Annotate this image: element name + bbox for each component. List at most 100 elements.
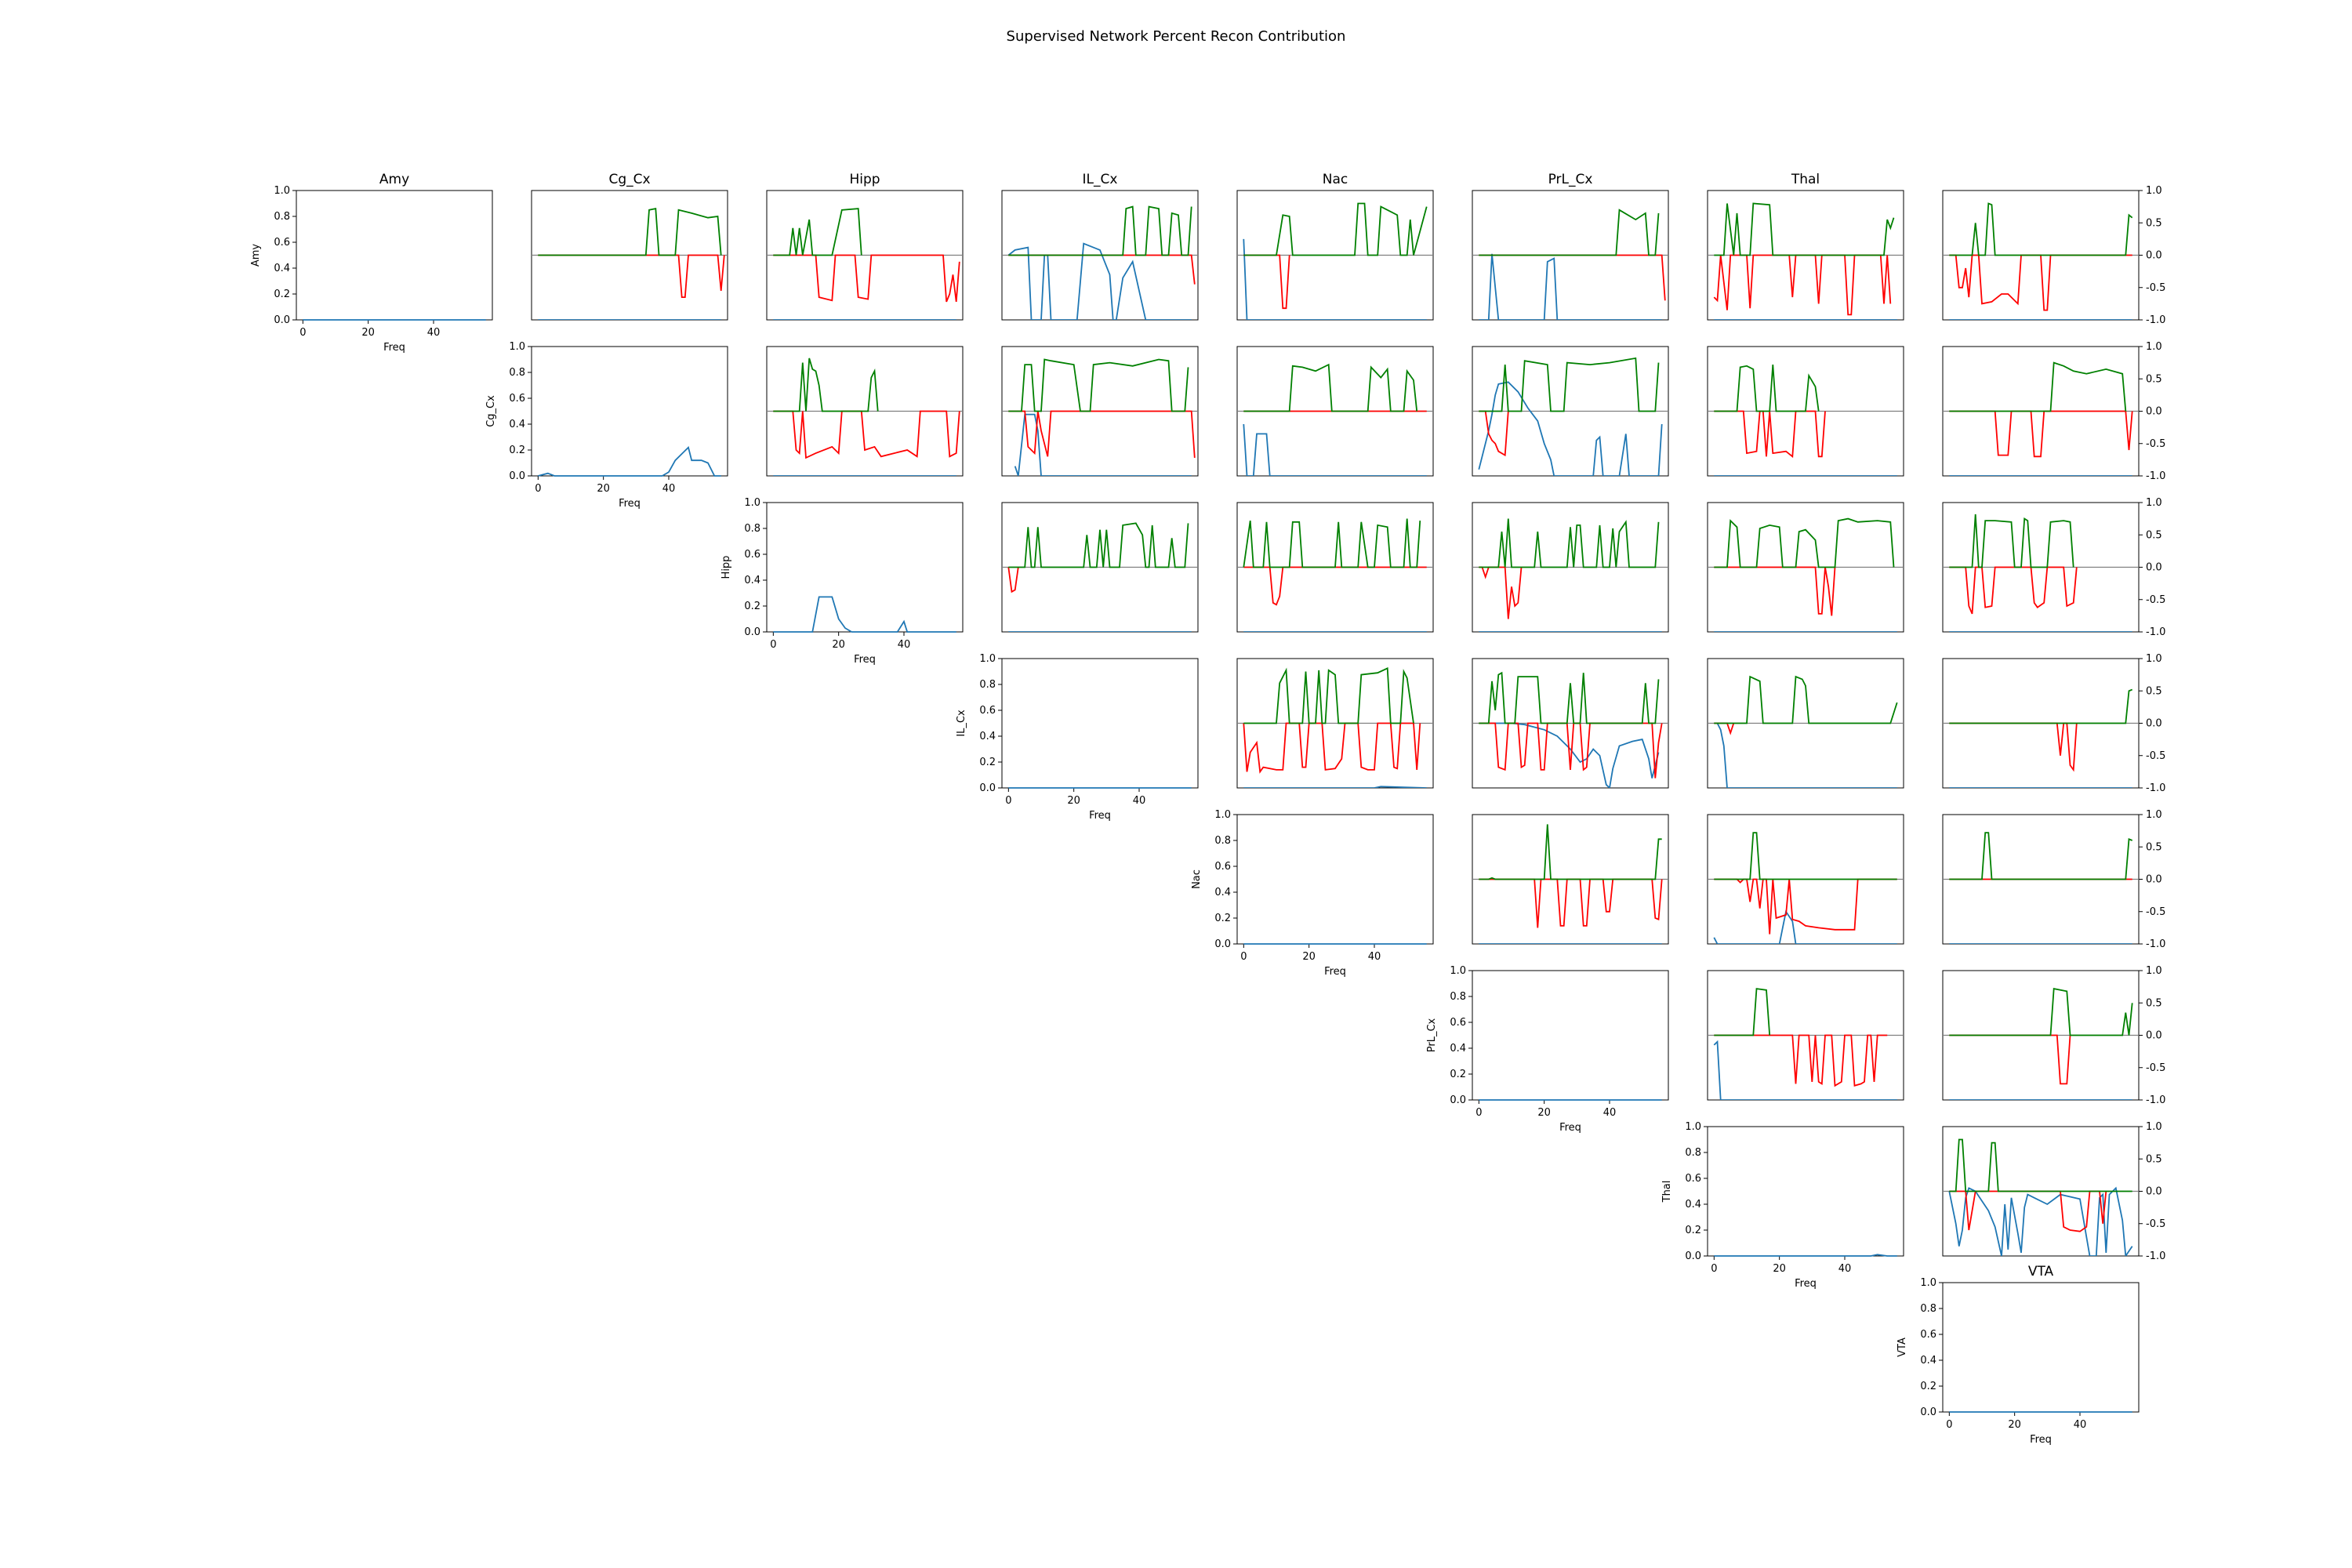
x-tick-label: 40: [662, 483, 676, 495]
right-y-tick-label: 0.5: [2146, 1153, 2162, 1165]
offdiag-panel: [531, 190, 728, 321]
positive-line: [1714, 832, 1897, 880]
right-y-tick-label: -1.0: [2146, 470, 2165, 482]
negative-line: [1949, 254, 2132, 311]
right-y-tick-label: 1.0: [2146, 185, 2162, 197]
offdiag-panel: [1236, 658, 1434, 789]
reference-line: [1243, 423, 1427, 476]
positive-line: [1243, 667, 1414, 724]
y-tick-label: 1.0: [1685, 1121, 1701, 1133]
x-tick-label: 40: [427, 327, 441, 339]
y-tick-label: 0.0: [1685, 1250, 1701, 1262]
diagonal-panel: 0.0 0.2 0.4 0.6 0.8 1.0 0 20 40 Freq VTA: [1896, 1277, 2140, 1446]
offdiag-panel: [1472, 190, 1669, 321]
right-y-tick-label: 1.0: [2146, 341, 2162, 353]
right-y-tick-label: 0.0: [2146, 718, 2162, 730]
offdiag-panel: -1.0 -0.5 0.0 0.5 1.0: [1942, 497, 2165, 638]
y-tick-label: 0.0: [744, 626, 760, 638]
right-y-tick-label: 0.0: [2146, 562, 2162, 574]
offdiag-panel: [1707, 658, 1904, 789]
y-axis-label: Nac: [1191, 869, 1203, 889]
positive-line: [538, 208, 722, 256]
x-axis-label: Freq: [854, 654, 876, 666]
y-tick-label: 0.2: [1214, 913, 1231, 924]
negative-line: [1479, 566, 1523, 619]
right-y-tick-label: 1.0: [2146, 965, 2162, 977]
y-tick-label: 1.0: [979, 653, 996, 665]
positive-line: [1008, 358, 1189, 412]
reference-line: [1948, 1186, 2133, 1256]
y-tick-label: 0.4: [1920, 1355, 1936, 1367]
y-tick-label: 0.2: [509, 445, 525, 456]
positive-line: [1949, 832, 2133, 880]
x-axis-label: Freq: [383, 342, 405, 354]
negative-line: [1008, 410, 1196, 458]
offdiag-panel: [1707, 502, 1904, 633]
reference-line: [1007, 242, 1192, 320]
diagonal-panel: 0.0 0.2 0.4 0.6 0.8 1.0 0 20 40 Freq Amy: [250, 185, 493, 354]
reference-line: [1479, 253, 1662, 320]
x-axis-label: Freq: [619, 498, 641, 510]
x-tick-label: 40: [1603, 1107, 1617, 1119]
y-tick-label: 0.6: [979, 705, 996, 717]
offdiag-panel: -1.0 -0.5 0.0 0.5 1.0: [1942, 965, 2165, 1106]
power-line: [1714, 1254, 1897, 1257]
right-y-tick-label: -0.5: [2146, 906, 2165, 918]
positive-line: [1714, 675, 1898, 724]
positive-line: [1714, 988, 1771, 1036]
x-tick-label: 20: [1773, 1263, 1786, 1275]
right-y-tick-label: -1.0: [2146, 314, 2165, 326]
panel-frame: [766, 502, 964, 633]
positive-line: [1243, 202, 1428, 256]
reference-line: [1478, 381, 1663, 476]
right-y-tick-label: -1.0: [2146, 782, 2165, 794]
negative-line: [1713, 254, 1892, 316]
diagonal-panel: 0.0 0.2 0.4 0.6 0.8 1.0 0 20 40 Freq Hipp: [720, 497, 964, 666]
y-tick-label: 1.0: [1450, 965, 1466, 977]
x-tick-label: 20: [361, 327, 375, 339]
y-tick-label: 0.8: [1920, 1303, 1936, 1315]
right-y-tick-label: -0.5: [2146, 1218, 2165, 1230]
right-y-tick-label: 0.0: [2146, 1186, 2162, 1198]
positive-line: [1479, 209, 1660, 256]
panel-frame: [296, 190, 493, 321]
diagonal-panel: 0.0 0.2 0.4 0.6 0.8 1.0 0 20 40 Freq PrL_Cx: [1426, 965, 1669, 1134]
positive-line: [1714, 202, 1895, 256]
offdiag-panel: [1472, 346, 1669, 477]
negative-line: [1007, 567, 1019, 593]
column-title: Hipp: [849, 172, 880, 187]
diagonal-panel: 0.0 0.2 0.4 0.6 0.8 1.0 0 20 40 Freq Nac: [1191, 809, 1434, 978]
reference-line: [1479, 722, 1660, 788]
x-axis-label: Freq: [1089, 810, 1111, 822]
x-tick-label: 40: [1368, 951, 1381, 963]
x-tick-label: 40: [2074, 1419, 2087, 1431]
reference-line: [1014, 413, 1192, 476]
x-tick-label: 20: [1537, 1107, 1551, 1119]
figure-title: Supervised Network Percent Recon Contrib…: [1006, 28, 1346, 45]
y-tick-label: 0.0: [274, 314, 290, 326]
positive-line: [773, 208, 862, 256]
y-tick-label: 0.4: [979, 731, 996, 742]
offdiag-panel: -1.0 -0.5 0.0 0.5 1.0: [1942, 809, 2165, 950]
positive-line: [1479, 518, 1660, 568]
power-line: [773, 596, 956, 633]
right-y-tick-label: 0.5: [2146, 373, 2162, 385]
right-y-tick-label: 1.0: [2146, 653, 2162, 665]
negative-line: [773, 254, 960, 303]
column-title: IL_Cx: [1083, 172, 1118, 187]
positive-line: [1243, 363, 1418, 412]
y-tick-label: 0.4: [274, 263, 290, 274]
y-axis-label: Hipp: [720, 556, 732, 579]
x-axis-label: Freq: [2030, 1434, 2052, 1446]
x-tick-label: 20: [597, 483, 610, 495]
y-tick-label: 0.4: [744, 575, 760, 586]
right-y-tick-label: -1.0: [2146, 1094, 2165, 1106]
offdiag-panel: [1472, 658, 1669, 789]
negative-line: [1243, 566, 1427, 606]
right-y-tick-label: 0.5: [2146, 217, 2162, 229]
negative-line: [1714, 878, 1897, 935]
negative-line: [773, 410, 960, 459]
column-title: Amy: [379, 172, 409, 187]
positive-line: [1949, 514, 2074, 568]
